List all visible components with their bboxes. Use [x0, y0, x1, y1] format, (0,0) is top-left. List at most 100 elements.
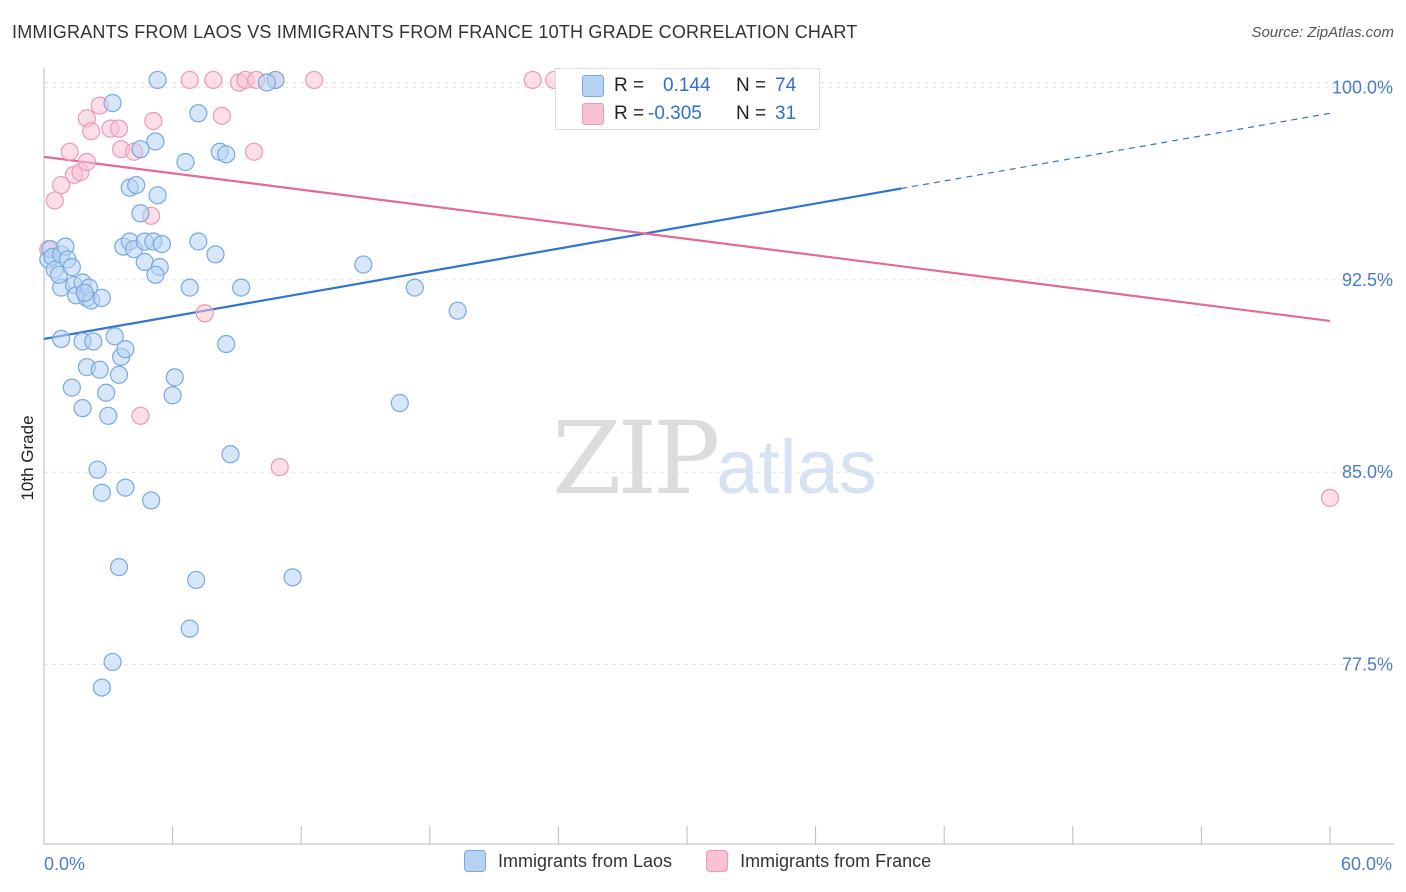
- trend-lines: [43, 112, 1331, 340]
- data-point-laos[interactable]: [131, 204, 150, 223]
- data-point-laos[interactable]: [105, 327, 124, 346]
- legend-label-france: Immigrants from France: [740, 850, 932, 871]
- data-point-laos[interactable]: [180, 619, 199, 638]
- data-point-laos[interactable]: [180, 278, 199, 297]
- data-point-laos[interactable]: [73, 399, 92, 418]
- data-point-laos[interactable]: [109, 365, 129, 384]
- data-point-laos[interactable]: [92, 678, 111, 697]
- data-point-france[interactable]: [131, 406, 150, 425]
- data-point-laos[interactable]: [52, 329, 71, 349]
- correlation-stats-box: R = 0.144 N = 74 R = -0.305 N = 31: [555, 68, 820, 130]
- gridlines: [44, 82, 1390, 666]
- series-laos-points: [39, 70, 467, 697]
- legend-label-laos: Immigrants from Laos: [498, 850, 673, 871]
- x-tick-label-max: 60.0%: [1341, 854, 1392, 874]
- y-tick-labels: 100.0% 92.5% 85.0% 77.5%: [1332, 78, 1393, 675]
- data-point-laos[interactable]: [99, 406, 118, 425]
- data-point-laos[interactable]: [165, 368, 184, 387]
- data-point-laos[interactable]: [92, 483, 111, 502]
- data-point-france[interactable]: [212, 106, 231, 125]
- data-point-france[interactable]: [77, 152, 96, 172]
- data-point-laos[interactable]: [283, 568, 302, 587]
- data-point-laos[interactable]: [187, 570, 206, 590]
- chart-title: IMMIGRANTS FROM LAOS VS IMMIGRANTS FROM …: [12, 22, 858, 42]
- data-point-laos[interactable]: [217, 334, 236, 354]
- data-point-laos[interactable]: [131, 140, 150, 159]
- data-point-laos[interactable]: [109, 557, 129, 577]
- data-point-laos[interactable]: [146, 132, 165, 151]
- stats-swatch-france: [582, 103, 604, 125]
- data-point-laos[interactable]: [232, 278, 251, 297]
- legend-swatch-france: [706, 850, 729, 872]
- data-point-laos[interactable]: [405, 278, 424, 297]
- data-point-laos[interactable]: [62, 258, 81, 277]
- data-point-france[interactable]: [304, 70, 324, 90]
- data-point-france[interactable]: [45, 191, 64, 210]
- data-point-laos[interactable]: [92, 288, 111, 307]
- data-point-laos[interactable]: [84, 332, 103, 351]
- data-point-laos[interactable]: [103, 93, 122, 113]
- trend-line-france: [43, 155, 1331, 323]
- data-point-france[interactable]: [244, 142, 264, 161]
- data-point-france[interactable]: [52, 175, 71, 195]
- data-point-laos[interactable]: [448, 301, 467, 320]
- data-point-laos[interactable]: [221, 445, 240, 464]
- y-tick-label: 100.0%: [1332, 78, 1393, 98]
- data-point-france[interactable]: [204, 70, 223, 90]
- watermark-atlas: atlas: [716, 425, 877, 510]
- data-point-laos[interactable]: [176, 152, 195, 172]
- legend-item-laos[interactable]: Immigrants from Laos: [464, 850, 672, 872]
- data-point-france[interactable]: [180, 70, 199, 90]
- data-point-laos[interactable]: [163, 386, 182, 405]
- data-point-laos[interactable]: [62, 378, 81, 397]
- data-point-laos[interactable]: [97, 383, 116, 402]
- stats-r-value: 0.144: [663, 75, 711, 96]
- y-tick-label: 77.5%: [1342, 655, 1393, 675]
- stats-n-label: N =: [736, 103, 767, 124]
- trend-line-laos: [43, 187, 902, 340]
- axes: [43, 68, 1394, 845]
- stats-n-value: 74: [775, 75, 797, 96]
- data-point-france[interactable]: [270, 458, 289, 477]
- data-point-laos[interactable]: [152, 234, 171, 254]
- data-point-france[interactable]: [82, 122, 101, 141]
- data-point-laos[interactable]: [75, 283, 94, 302]
- data-point-laos[interactable]: [354, 255, 373, 274]
- data-point-laos[interactable]: [189, 104, 208, 123]
- legend-swatch-laos: [464, 850, 486, 872]
- data-point-laos[interactable]: [189, 232, 208, 251]
- data-point-laos[interactable]: [148, 186, 167, 205]
- data-point-laos[interactable]: [88, 460, 107, 479]
- data-point-laos[interactable]: [103, 652, 122, 672]
- trend-line-laos-extrapolated: [901, 112, 1331, 190]
- data-point-france[interactable]: [1320, 488, 1340, 507]
- data-point-laos[interactable]: [146, 265, 165, 284]
- y-tick-label: 85.0%: [1342, 462, 1393, 482]
- data-point-laos[interactable]: [90, 360, 109, 379]
- data-point-laos[interactable]: [217, 145, 236, 164]
- data-point-france[interactable]: [144, 111, 163, 131]
- data-point-laos[interactable]: [116, 340, 135, 359]
- data-point-laos[interactable]: [142, 491, 161, 510]
- data-point-laos[interactable]: [206, 245, 225, 264]
- data-point-france[interactable]: [523, 70, 542, 90]
- data-point-laos[interactable]: [257, 73, 277, 92]
- legend-item-france[interactable]: Immigrants from France: [706, 850, 931, 872]
- stats-n-value: 31: [775, 103, 797, 124]
- data-point-laos[interactable]: [390, 393, 409, 413]
- stats-swatch-laos: [582, 75, 604, 97]
- x-tick-label-min: 0.0%: [44, 854, 85, 874]
- stats-r-value: -0.305: [648, 103, 702, 124]
- data-point-laos[interactable]: [116, 478, 135, 497]
- data-point-laos[interactable]: [127, 175, 146, 195]
- data-point-france[interactable]: [60, 142, 79, 161]
- stats-row-laos: R = 0.144 N = 74: [556, 72, 819, 100]
- data-point-france[interactable]: [195, 304, 214, 323]
- stats-n-label: N =: [736, 75, 767, 96]
- chart-legend: Immigrants from Laos Immigrants from Fra…: [464, 850, 965, 872]
- data-point-france[interactable]: [109, 119, 129, 138]
- data-point-laos[interactable]: [148, 70, 167, 90]
- watermark: ZIPatlas: [552, 400, 877, 517]
- stats-r-label: R =: [614, 103, 645, 124]
